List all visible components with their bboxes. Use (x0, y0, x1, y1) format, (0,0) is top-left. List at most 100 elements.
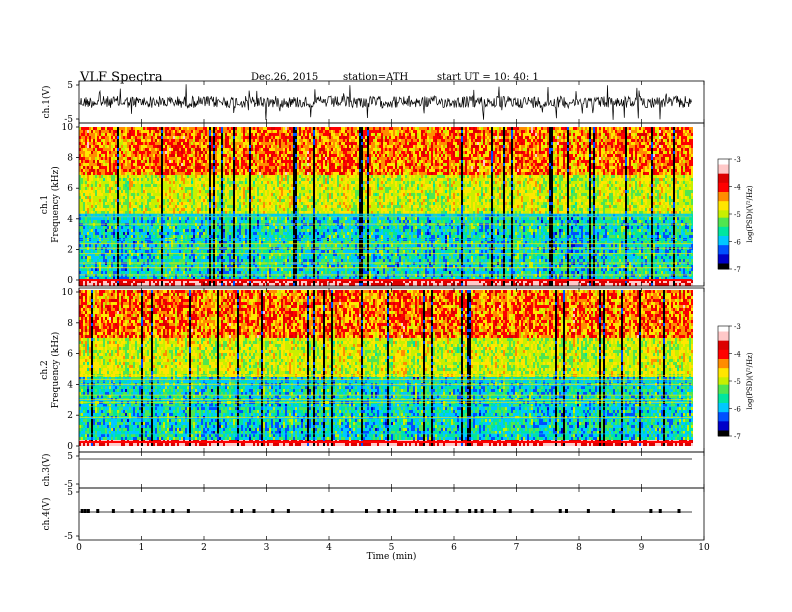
spectro-cell (125, 265, 127, 268)
spectro-cell (89, 259, 91, 262)
spectro-cell (249, 265, 251, 268)
spectro-cell (175, 148, 177, 151)
spectro-cell (171, 175, 173, 178)
spectro-cell (257, 178, 259, 181)
spectro-cell (83, 217, 85, 220)
spectro-cell (145, 127, 147, 130)
spectro-cell (231, 145, 233, 148)
spectro-cell (225, 274, 227, 277)
spectro-cell (259, 256, 261, 259)
spectro-cell (89, 211, 91, 214)
spectro-cell (181, 271, 183, 274)
spectro-cell (135, 160, 137, 163)
spectro-cell (177, 271, 179, 274)
spectro-cell (115, 172, 117, 175)
spectro-cell (235, 271, 237, 274)
spectro-cell (111, 139, 113, 142)
spectro-cell (231, 181, 233, 184)
spectro-cell (103, 148, 105, 151)
spectro-cell (213, 172, 215, 175)
spectro-cell (119, 172, 121, 175)
spectro-cell (103, 184, 105, 187)
spectro-cell (135, 187, 137, 190)
spectro-cell (259, 229, 261, 232)
spectro-cell (235, 178, 237, 181)
spectro-cell (227, 253, 229, 256)
spectro-cell (113, 178, 115, 181)
spectro-cell (217, 130, 219, 133)
spectro-cell (265, 169, 267, 172)
spectro-cell (125, 196, 127, 199)
spectro-cell (115, 142, 117, 145)
spectro-cell (99, 172, 101, 175)
spectro-cell (139, 190, 141, 193)
spectro-cell (157, 160, 159, 163)
spectro-cell (141, 127, 143, 130)
spectro-cell (167, 229, 169, 232)
spectro-cell (169, 199, 171, 202)
spectro-cell (173, 166, 175, 169)
spectro-cell (217, 271, 219, 274)
spectro-cell (247, 157, 249, 160)
spectro-cell (177, 274, 179, 277)
spectro-cell (205, 211, 207, 214)
spectro-cell (153, 136, 155, 139)
spectro-cell (99, 127, 101, 130)
spectro-cell (185, 202, 187, 205)
spectro-cell (255, 211, 257, 214)
spectro-cell (257, 196, 259, 199)
spectro-cell (99, 187, 101, 190)
spectro-cell (133, 181, 135, 184)
spectro-cell (143, 142, 145, 145)
spectro-cell (161, 196, 163, 199)
spectro-cell (221, 157, 223, 160)
spectro-cell (135, 145, 137, 148)
spectro-cell (223, 244, 225, 247)
spectro-cell (199, 283, 201, 286)
spectro-cell (229, 262, 231, 265)
spectro-cell (219, 211, 221, 214)
spectro-cell (211, 196, 213, 199)
spectro-cell (223, 265, 225, 268)
spectro-cell (137, 226, 139, 229)
spectro-cell (253, 139, 255, 142)
spectro-cell (151, 169, 153, 172)
spectro-cell (133, 148, 135, 151)
spectro-cell (239, 178, 241, 181)
spectro-cell (79, 271, 81, 274)
spectro-cell (231, 139, 233, 142)
spectro-cell (235, 259, 237, 262)
spectro-cell (177, 184, 179, 187)
spectro-cell (211, 211, 213, 214)
spectro-cell (135, 235, 137, 238)
spectro-cell (141, 136, 143, 139)
spectro-cell (249, 184, 251, 187)
spectro-cell (127, 274, 129, 277)
spectro-cell (205, 277, 207, 280)
spectro-cell (179, 250, 181, 253)
spectro-cell (235, 127, 237, 130)
spectro-cell (163, 226, 165, 229)
spectro-cell (219, 148, 221, 151)
spectro-cell (123, 208, 125, 211)
spectro-cell (117, 142, 119, 145)
spectro-cell (201, 139, 203, 142)
spectro-cell (105, 127, 107, 130)
spectro-cell (85, 256, 87, 259)
spectro-cell (213, 139, 215, 142)
spectro-cell (251, 148, 253, 151)
spectro-cell (259, 202, 261, 205)
spectro-cell (249, 244, 251, 247)
spectro-cell (195, 274, 197, 277)
spectro-cell (97, 181, 99, 184)
spectro-cell (255, 220, 257, 223)
spectro-cell (205, 250, 207, 253)
spectro-cell (131, 211, 133, 214)
spectro-cell (253, 166, 255, 169)
spectro-cell (185, 133, 187, 136)
spectro-cell (195, 271, 197, 274)
spectro-cell (191, 250, 193, 253)
spectro-cell (237, 280, 239, 283)
spectro-cell (137, 274, 139, 277)
spectro-cell (147, 136, 149, 139)
